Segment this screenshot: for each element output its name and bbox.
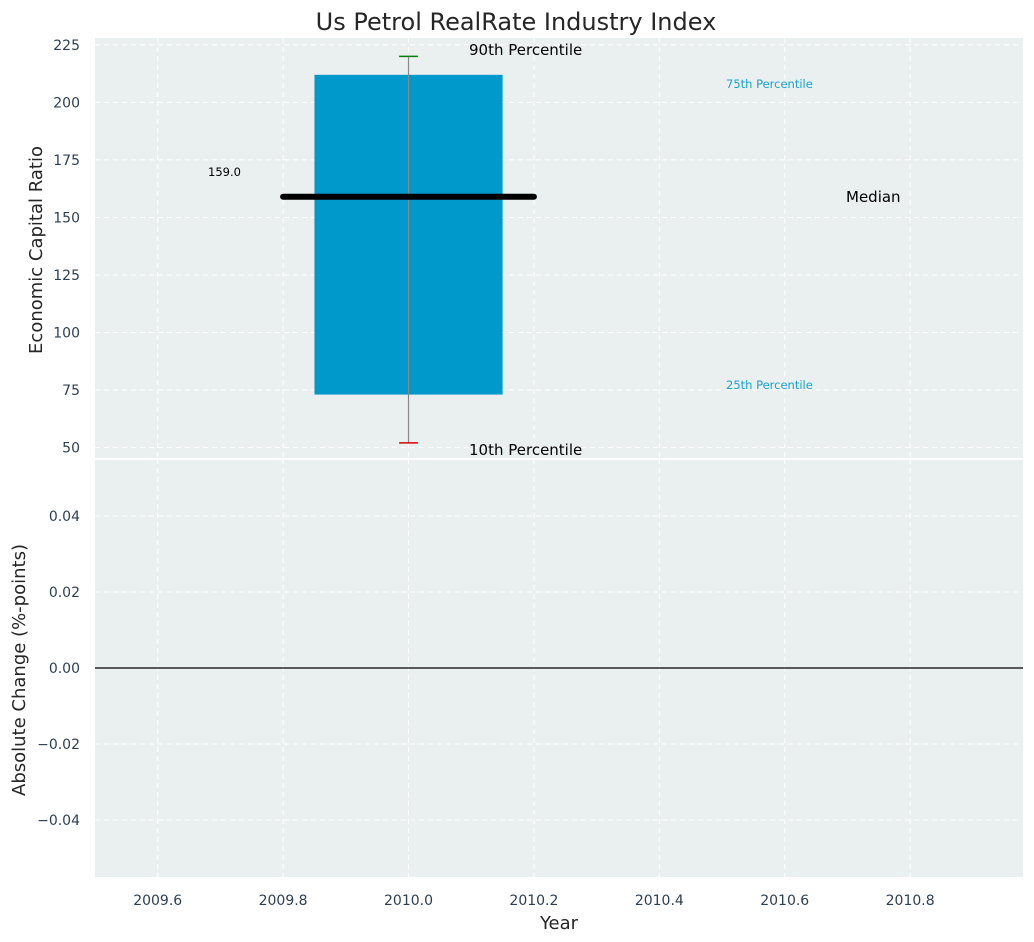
top-y-tick-label: 100	[53, 325, 80, 341]
top-y-tick-label: 200	[53, 95, 80, 111]
p10-annotation: 10th Percentile	[469, 441, 582, 459]
median-annotation: Median	[846, 188, 901, 206]
top-y-tick-label: 150	[53, 210, 80, 226]
bottom-y-ticks: −0.04 −0.02 0.00 0.02 0.04	[37, 509, 80, 829]
median-value-label: 159.0	[208, 165, 241, 179]
top-y-tick-label: 225	[53, 38, 80, 54]
p90-annotation: 90th Percentile	[469, 41, 582, 59]
top-y-ticks: 50 75 100 125 150 175 200 225	[53, 38, 80, 457]
x-tick-label: 2010.8	[886, 893, 935, 909]
x-tick-label: 2009.8	[259, 893, 308, 909]
x-tick-label: 2010.2	[509, 893, 558, 909]
x-ticks: 2009.6 2009.8 2010.0 2010.2 2010.4 2010.6 2010…	[133, 893, 934, 909]
bottom-y-axis-label: Absolute Change (%-points)	[9, 544, 30, 796]
bottom-y-tick-label: −0.04	[37, 813, 80, 829]
x-axis-label: Year	[539, 913, 579, 934]
bottom-y-tick-label: 0.04	[49, 509, 80, 525]
x-tick-label: 2010.6	[760, 893, 809, 909]
top-panel-bg	[95, 38, 1023, 459]
top-y-tick-label: 175	[53, 153, 80, 169]
p25-annotation: 25th Percentile	[726, 378, 813, 392]
x-tick-label: 2010.4	[635, 893, 684, 909]
x-tick-label: 2010.0	[384, 893, 433, 909]
top-grid	[95, 38, 1023, 459]
top-y-axis-label: Economic Capital Ratio	[26, 146, 47, 354]
top-y-tick-label: 75	[62, 383, 80, 399]
bottom-y-tick-label: 0.00	[49, 661, 80, 677]
top-y-tick-label: 125	[53, 268, 80, 284]
x-tick-label: 2009.6	[133, 893, 182, 909]
bottom-y-tick-label: −0.02	[37, 737, 80, 753]
top-y-tick-label: 50	[62, 440, 80, 456]
p75-annotation: 75th Percentile	[726, 77, 813, 91]
chart-title: Us Petrol RealRate Industry Index	[316, 8, 717, 36]
bottom-y-tick-label: 0.02	[49, 585, 80, 601]
box-marks	[280, 55, 537, 444]
